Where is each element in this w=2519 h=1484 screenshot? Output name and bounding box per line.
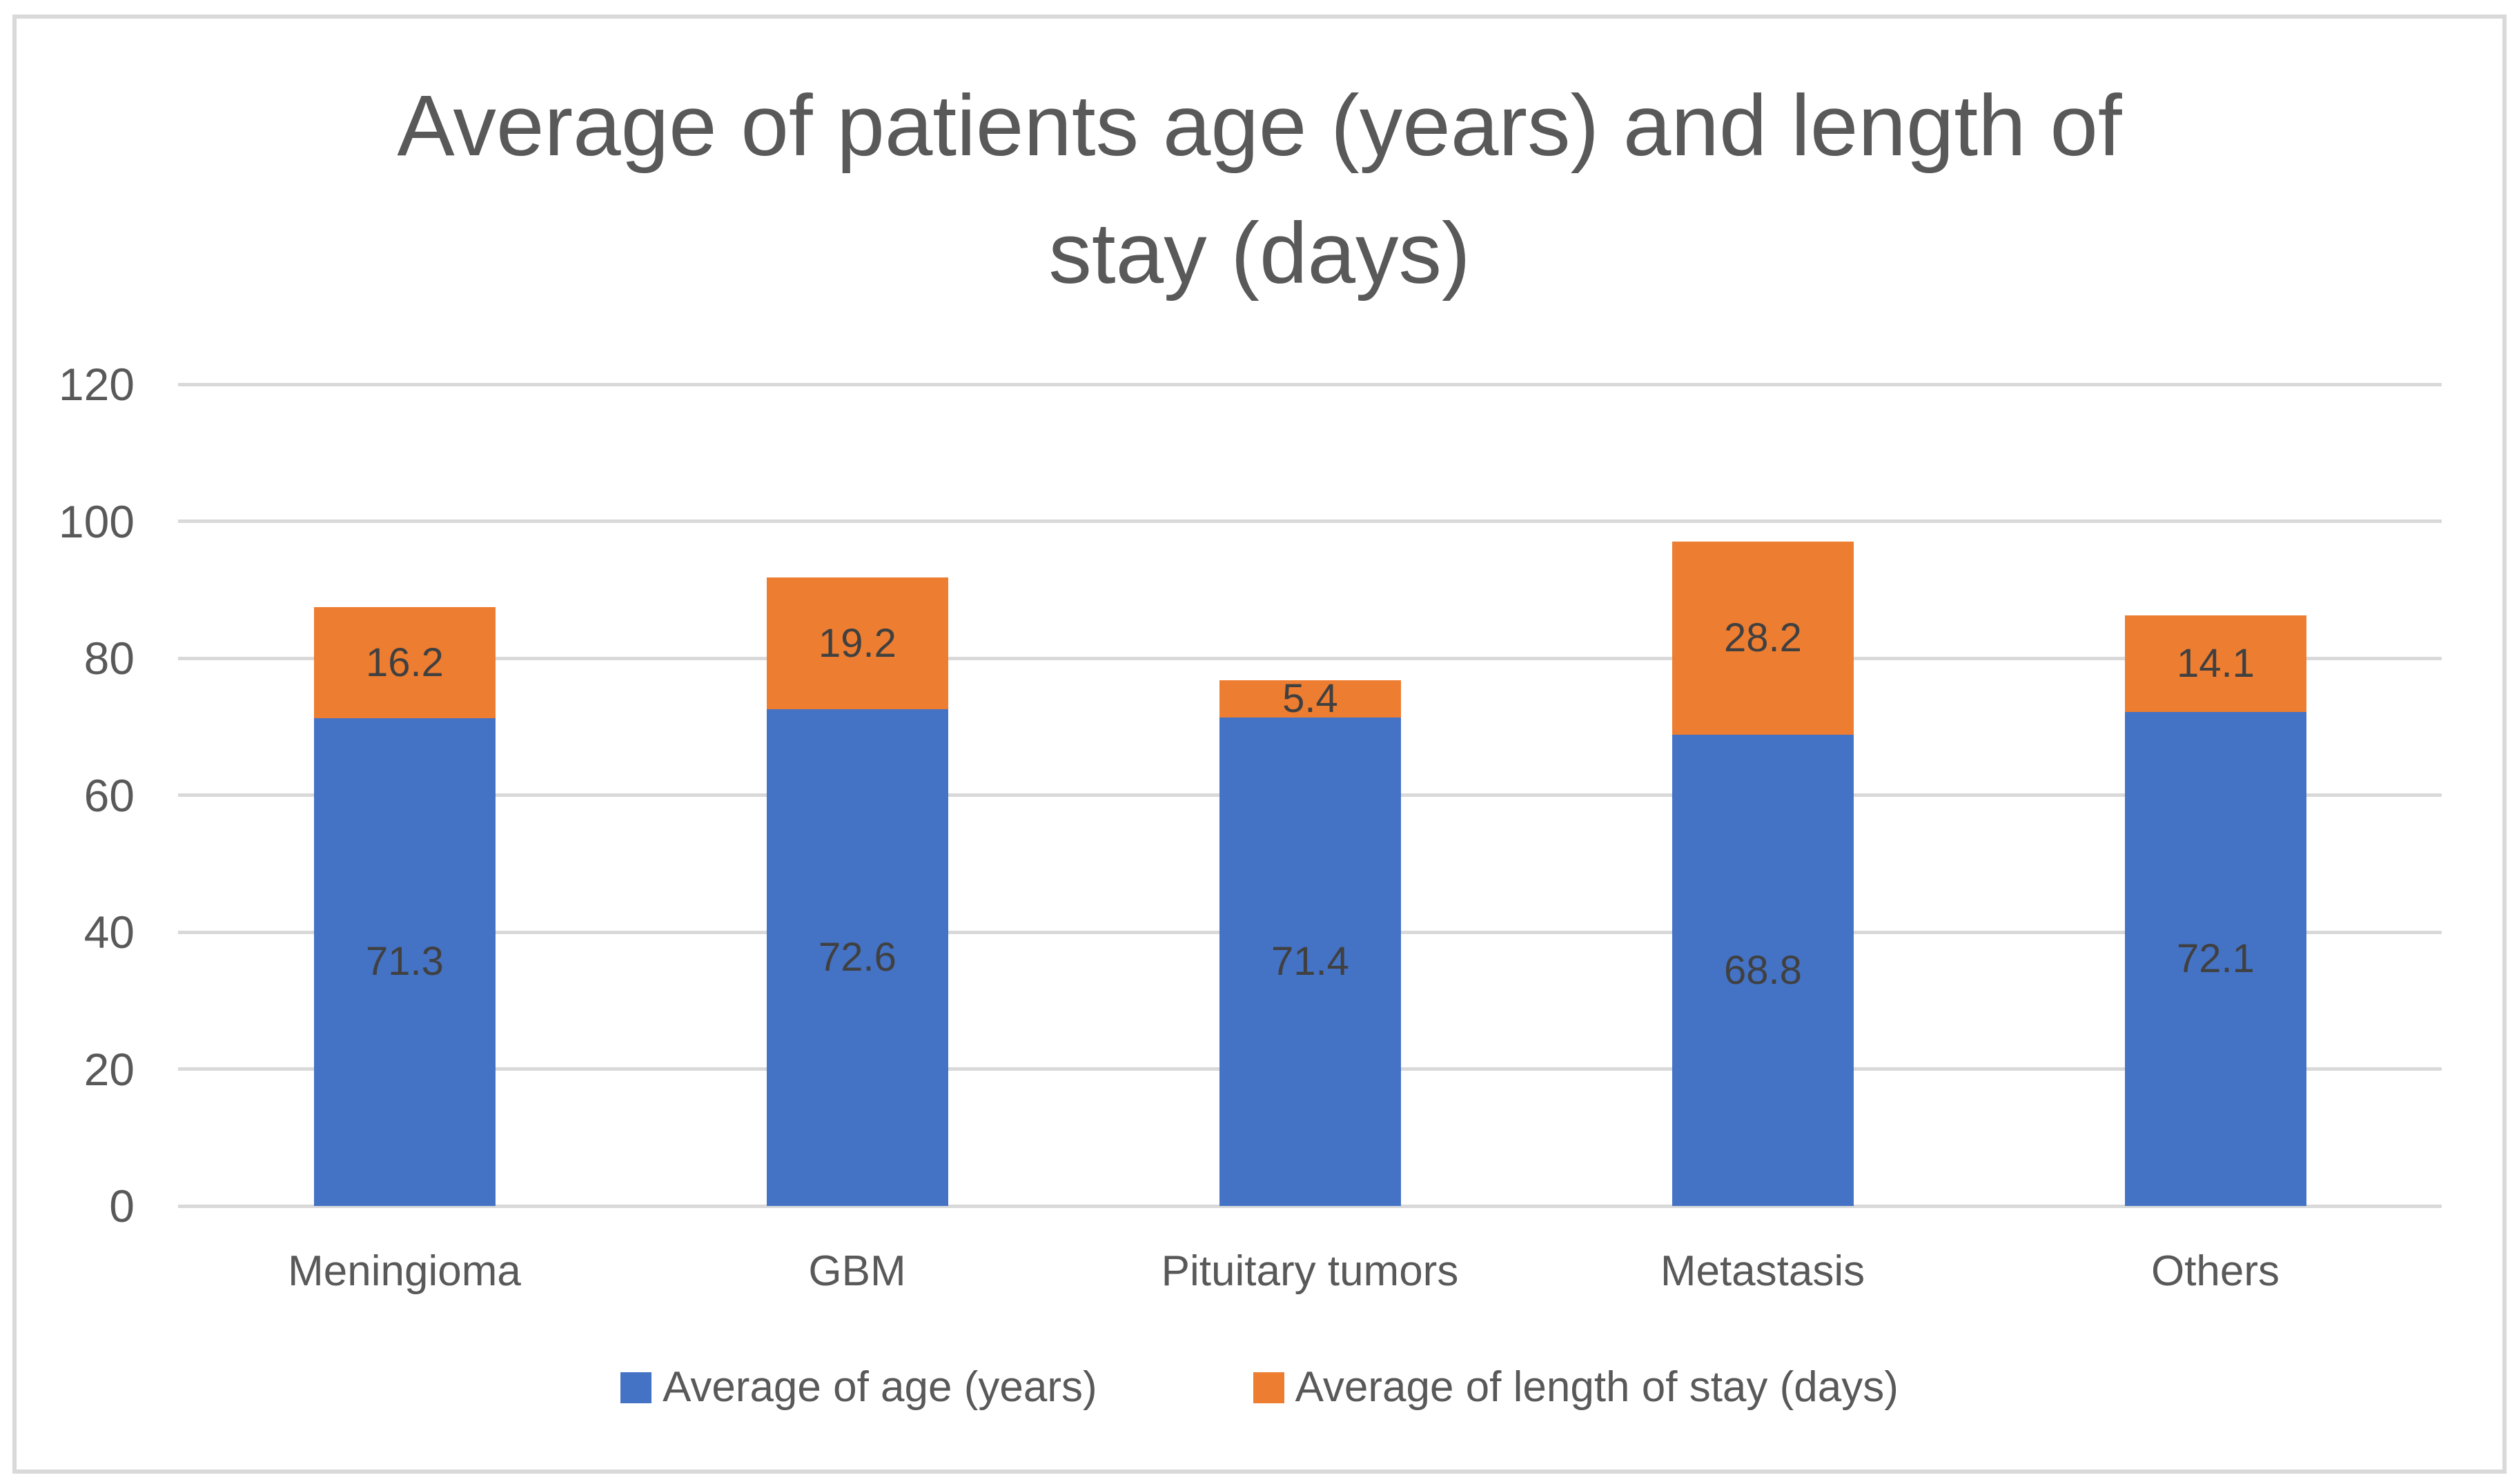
gridline: [178, 520, 2442, 523]
data-label: 68.8: [1724, 947, 1802, 993]
bar-segment-stay: 14.1: [2125, 615, 2306, 712]
category-label: Others: [2150, 1247, 2280, 1295]
data-label: 19.2: [819, 620, 896, 666]
bar-segment-stay: 5.4: [1219, 676, 1401, 721]
bar-segment-age: 71.4: [1219, 717, 1401, 1206]
data-label: 5.4: [1282, 676, 1338, 721]
y-axis-tick-label: 20: [84, 1044, 135, 1095]
y-axis-tick-label: 80: [84, 633, 135, 684]
category-label: GBM: [808, 1247, 906, 1295]
category-label: Pituitary tumors: [1161, 1247, 1459, 1295]
bar-segment-age: 72.1: [2125, 712, 2306, 1206]
bar-segment-stay: 28.2: [1672, 542, 1854, 735]
legend-label: Average of age (years): [663, 1363, 1097, 1411]
data-label: 28.2: [1724, 615, 1802, 660]
y-axis-tick-label: 60: [84, 770, 135, 821]
chart-title-line1: Average of patients age (years) and leng…: [397, 78, 2122, 174]
category-label: Meningioma: [288, 1247, 521, 1295]
data-label: 72.6: [819, 934, 896, 980]
bar-segment-stay: 16.2: [314, 607, 496, 718]
data-label: 71.3: [366, 939, 444, 984]
bar-segment-stay: 19.2: [767, 577, 948, 709]
gridline: [178, 1205, 2442, 1208]
data-label: 16.2: [366, 640, 444, 685]
data-label: 71.4: [1271, 938, 1349, 984]
bar-segment-age: 68.8: [1672, 735, 1854, 1206]
y-axis-tick-label: 0: [109, 1180, 135, 1231]
y-axis-tick-label: 120: [58, 359, 135, 410]
legend: Average of age (years) Average of length …: [0, 1365, 2519, 1410]
bar-segment-age: 72.6: [767, 709, 948, 1206]
legend-swatch-stay: [1253, 1372, 1284, 1403]
data-label: 14.1: [2177, 641, 2255, 686]
y-axis-tick-label: 40: [84, 907, 135, 958]
data-label: 72.1: [2177, 936, 2255, 981]
chart-title-line2: stay (days): [1048, 206, 1471, 301]
gridline: [178, 383, 2442, 386]
gridline: [178, 657, 2442, 660]
legend-item: Average of age (years): [620, 1365, 1097, 1410]
legend-label: Average of length of stay (days): [1295, 1363, 1899, 1411]
bar-segment-age: 71.3: [314, 718, 496, 1206]
y-axis-tick-label: 100: [58, 496, 135, 547]
legend-swatch-age: [620, 1372, 652, 1403]
legend-item: Average of length of stay (days): [1253, 1365, 1899, 1410]
category-label: Metastasis: [1660, 1247, 1865, 1295]
chart-title: Average of patients age (years) and leng…: [0, 62, 2519, 317]
